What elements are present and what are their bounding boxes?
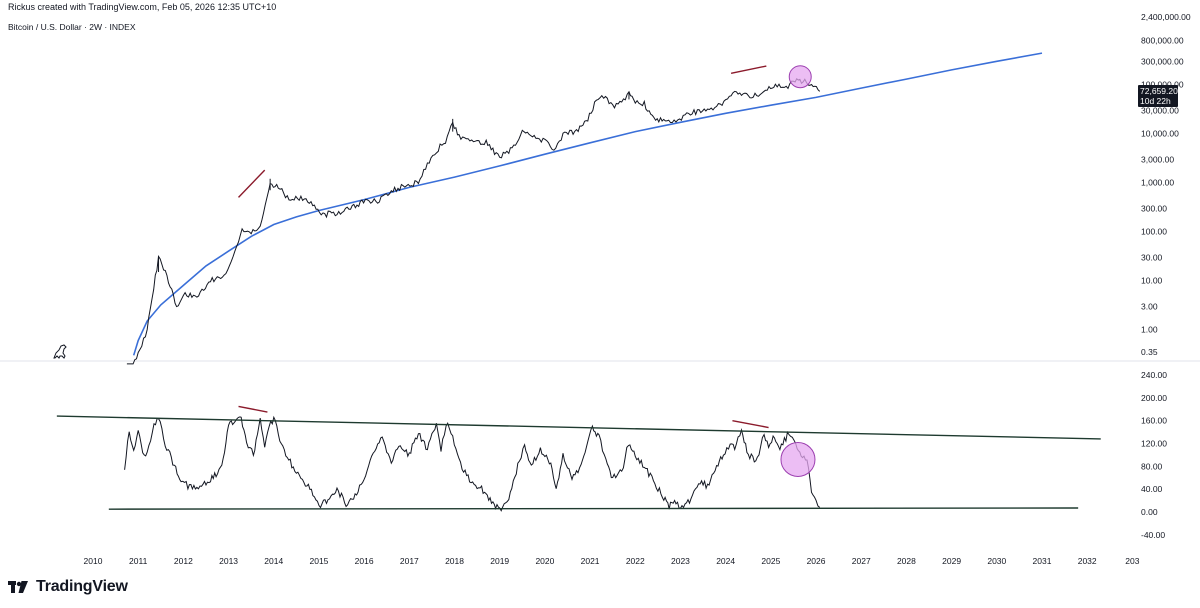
divergence-mark-2024-price: [730, 65, 767, 75]
price-tick-label: 0.35: [1141, 347, 1158, 357]
last-price-box: 72,659.20 10d 22h: [1138, 85, 1178, 107]
brand-name: TradingView: [36, 578, 128, 595]
brand-logo[interactable]: TradingView: [8, 578, 128, 596]
year-tick-label: 2021: [581, 556, 600, 566]
dino-icon: [53, 344, 67, 359]
highlight-circle-oscillator: [780, 441, 816, 477]
chart-credit: Rickus created with TradingView.com, Feb…: [8, 2, 277, 12]
year-tick-label: 2018: [445, 556, 464, 566]
oscillator-tick-label: 120.00: [1141, 439, 1167, 449]
last-price-label: 72,659.20: [1140, 86, 1178, 96]
year-tick-label: 2011: [129, 556, 148, 566]
price-tick-label: 10.00: [1141, 276, 1163, 286]
divergence-mark-2013-price: [238, 169, 266, 198]
price-tick-label: 100,000.00: [1141, 80, 1184, 90]
oscillator-tick-label: 80.00: [1141, 461, 1163, 471]
year-tick-label: 2017: [400, 556, 419, 566]
year-tick-label: 2010: [84, 556, 103, 566]
highlight-circle-price: [788, 65, 812, 89]
time-axis[interactable]: 2010 2011 2012 2013 2014 2015 2016 2017 2018 2019…: [84, 556, 1140, 566]
year-tick-label: 2014: [264, 556, 283, 566]
year-tick-label: 2013: [219, 556, 238, 566]
price-tick-label: 300.00: [1141, 203, 1167, 213]
oscillator-pane[interactable]: [56, 415, 1101, 512]
year-tick-label: 2028: [897, 556, 916, 566]
price-tick-label: 30,000.00: [1141, 105, 1179, 115]
oscillator-axis[interactable]: 240.00 200.00 160.00 120.00 80.00 40.00 0.00 -4…: [1141, 370, 1167, 540]
divergence-mark-2013-osc: [238, 405, 268, 413]
year-tick-label: 2032: [1078, 556, 1097, 566]
annotations: [238, 65, 816, 477]
year-tick-label: 2023: [671, 556, 690, 566]
year-tick-label: 203: [1125, 556, 1139, 566]
year-tick-label: 2030: [987, 556, 1006, 566]
price-pane[interactable]: [126, 52, 1043, 365]
year-tick-label: 2015: [309, 556, 328, 566]
year-tick-label: 2012: [174, 556, 193, 566]
price-axis[interactable]: 2,400,000.00 800,000.00 300,000.00 100,000.…: [1141, 12, 1191, 357]
year-tick-label: 2016: [355, 556, 374, 566]
tradingview-icon: [8, 581, 28, 593]
price-tick-label: 1,000.00: [1141, 178, 1174, 188]
oscillator-tick-label: 160.00: [1141, 416, 1167, 426]
price-tick-label: 800,000.00: [1141, 35, 1184, 45]
year-tick-label: 2026: [807, 556, 826, 566]
price-tick-label: 3,000.00: [1141, 154, 1174, 164]
oscillator-tick-label: 200.00: [1141, 393, 1167, 403]
price-tick-label: 10,000.00: [1141, 129, 1179, 139]
price-series-line: [126, 78, 821, 365]
channel-upper-line: [56, 415, 1101, 440]
regression-curve: [132, 52, 1043, 356]
divergence-mark-2024-osc: [732, 419, 769, 429]
oscillator-tick-label: 240.00: [1141, 370, 1167, 380]
year-tick-label: 2020: [535, 556, 554, 566]
price-tick-label: 30.00: [1141, 252, 1163, 262]
symbol-title: Bitcoin / U.S. Dollar · 2W · INDEX: [8, 22, 136, 32]
oscillator-line: [124, 415, 821, 512]
price-tick-label: 100.00: [1141, 227, 1167, 237]
year-tick-label: 2031: [1033, 556, 1052, 566]
price-tick-label: 3.00: [1141, 301, 1158, 311]
year-tick-label: 2029: [942, 556, 961, 566]
year-tick-label: 2019: [490, 556, 509, 566]
last-price-box-bg: [1138, 85, 1178, 107]
oscillator-tick-label: 0.00: [1141, 507, 1158, 517]
channel-lower-line: [108, 507, 1079, 510]
bar-countdown-label: 10d 22h: [1140, 96, 1171, 106]
price-tick-label: 1.00: [1141, 325, 1158, 335]
year-tick-label: 2025: [761, 556, 780, 566]
price-tick-label: 2,400,000.00: [1141, 12, 1191, 22]
oscillator-tick-label: 40.00: [1141, 484, 1163, 494]
year-tick-label: 2027: [852, 556, 871, 566]
oscillator-tick-label: -40.00: [1141, 530, 1165, 540]
year-tick-label: 2022: [626, 556, 645, 566]
price-tick-label: 300,000.00: [1141, 56, 1184, 66]
year-tick-label: 2024: [716, 556, 735, 566]
